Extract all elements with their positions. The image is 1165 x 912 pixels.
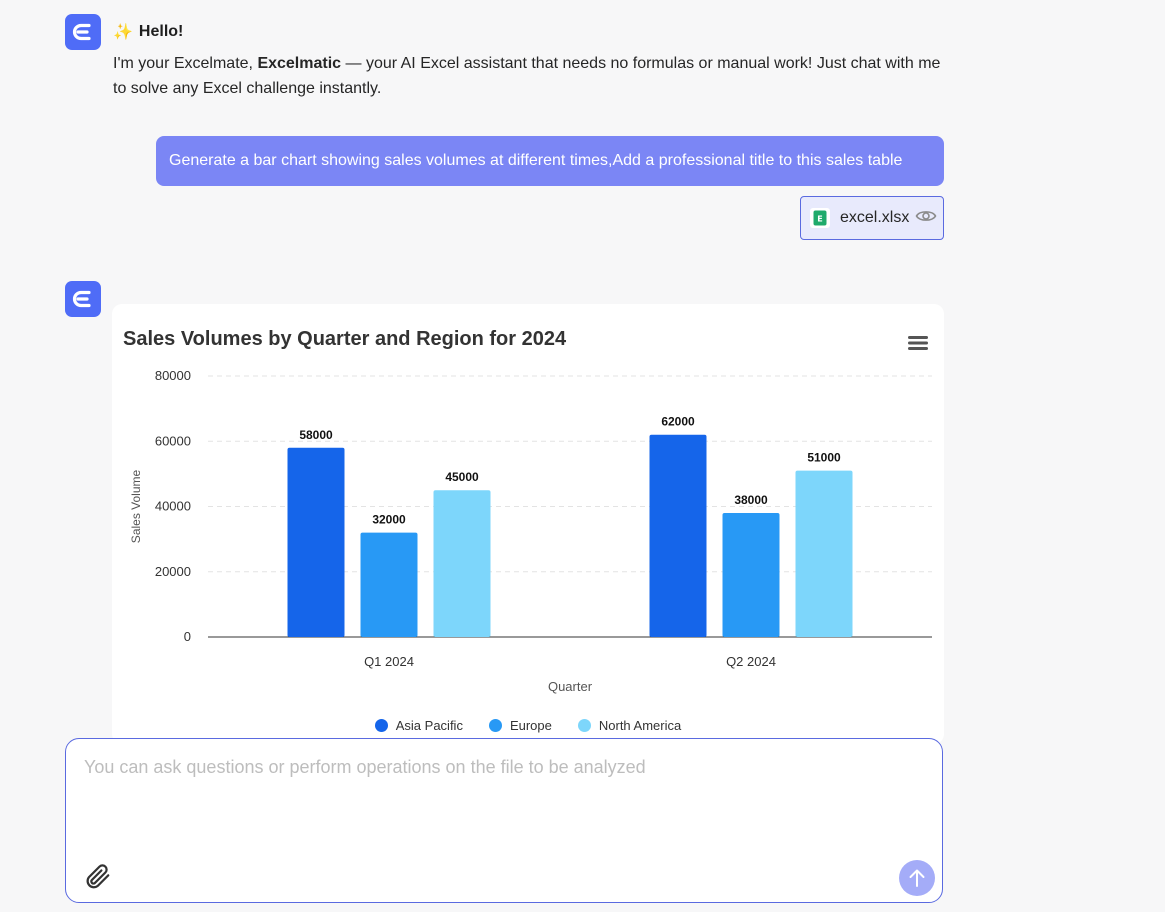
legend-label: North America — [598, 718, 682, 733]
y-axis-title: Sales Volume — [129, 469, 143, 543]
x-tick-label: Q1 2024 — [364, 654, 414, 669]
user-message-text: Generate a bar chart showing sales volum… — [169, 152, 903, 169]
y-tick-label: 0 — [184, 629, 191, 644]
data-label: 45000 — [445, 470, 479, 484]
bar — [433, 490, 491, 637]
bar — [287, 447, 345, 637]
chart-title: Sales Volumes by Quarter and Region for … — [123, 328, 567, 350]
y-tick-label: 60000 — [155, 433, 191, 448]
intro-suffix: — your AI Excel assistant that needs no … — [113, 55, 941, 97]
attachment-file-name: excel.xlsx — [840, 209, 910, 226]
data-label: 32000 — [372, 513, 406, 527]
user-message-bubble: Generate a bar chart showing sales volum… — [156, 136, 944, 186]
arrow-up-icon — [909, 869, 925, 887]
send-button[interactable] — [899, 860, 935, 896]
paperclip-icon[interactable] — [82, 861, 112, 896]
legend-marker-icon — [488, 719, 502, 732]
legend-marker-icon — [577, 719, 591, 732]
y-tick-label: 20000 — [155, 564, 191, 579]
legend-label: Asia Pacific — [395, 718, 463, 733]
intro-brand: Excelmatic — [257, 55, 342, 72]
excelmatic-logo-icon — [72, 23, 91, 41]
legend-marker-icon — [374, 719, 388, 732]
y-tick-label: 80000 — [155, 368, 191, 383]
sparkle-icon: ✨ — [113, 24, 133, 41]
intro-prefix: I'm your Excelmate, — [113, 55, 258, 72]
legend-label: Europe — [509, 718, 552, 733]
legend-item[interactable]: Asia Pacific — [374, 718, 463, 733]
x-axis-title: Quarter — [548, 679, 593, 694]
bar — [795, 470, 853, 637]
data-label: 51000 — [807, 451, 841, 465]
excelmatic-logo-icon — [72, 290, 91, 308]
y-tick-label: 40000 — [155, 499, 191, 514]
chart-legend: Asia Pacific Europe North America — [112, 718, 944, 733]
svg-text:E: E — [817, 215, 822, 224]
assistant-avatar — [65, 14, 101, 50]
chat-input-box — [65, 738, 943, 903]
data-label: 38000 — [734, 493, 768, 507]
bar-chart: 0 20000 40000 60000 80000 58000 32000 45000 Q1 2… — [129, 368, 932, 694]
bar — [722, 513, 780, 637]
preview-eye-icon[interactable] — [915, 208, 937, 229]
hello-text: Hello! — [138, 23, 184, 40]
attachment-chip[interactable]: E excel.xlsx — [800, 196, 944, 240]
chart-card: Sales Volumes by Quarter and Region for … — [112, 304, 944, 744]
intro-text: I'm your Excelmate, Excelmatic — your AI… — [113, 51, 953, 101]
greeting-title: ✨ Hello! — [113, 22, 183, 42]
bar — [360, 532, 418, 637]
excel-file-icon: E — [810, 208, 830, 228]
data-label: 62000 — [661, 415, 695, 429]
assistant-avatar-2 — [65, 281, 101, 317]
data-label: 58000 — [299, 428, 333, 442]
chat-input[interactable] — [84, 757, 924, 847]
legend-item[interactable]: North America — [577, 718, 682, 733]
bar — [649, 434, 707, 637]
chart-menu-icon[interactable] — [908, 335, 928, 356]
x-tick-label: Q2 2024 — [726, 654, 776, 669]
legend-item[interactable]: Europe — [488, 718, 552, 733]
